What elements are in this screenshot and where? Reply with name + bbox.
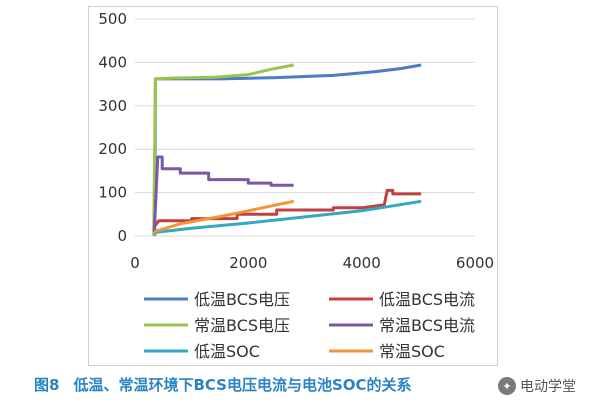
- legend-label: 常温BCS电流: [379, 316, 475, 335]
- watermark-text: 电动学堂: [520, 379, 576, 395]
- y-tick-label: 500: [98, 10, 127, 28]
- x-tick-label: 4000: [343, 254, 381, 272]
- series-line: [153, 199, 295, 234]
- y-tick-label: 400: [98, 53, 127, 71]
- x-tick-label: 6000: [456, 254, 494, 272]
- series-line: [154, 199, 422, 234]
- series-line: [152, 63, 294, 237]
- chart-frame: 0 100 200 300 400 500 0 2000 4000 6000 低温BCS电压 低温BC…: [88, 6, 498, 366]
- y-tick-label: 0: [117, 227, 127, 245]
- y-tick-label: 300: [98, 97, 127, 115]
- y-tick-label: 100: [98, 184, 127, 202]
- line-chart: 0 100 200 300 400 500 0 2000 4000 6000 低温BCS电压 低温BC…: [98, 10, 494, 361]
- figure-caption: 图8 低温、常温环境下BCS电压电流与电池SOC的关系: [34, 372, 574, 398]
- series-line: [154, 188, 422, 227]
- legend-label: 低温SOC: [194, 342, 260, 361]
- x-tick-label: 2000: [229, 254, 267, 272]
- y-tick-label: 200: [98, 140, 127, 158]
- caption-text: 低温、常温环境下BCS电压电流与电池SOC的关系: [73, 376, 412, 394]
- legend-label: 常温SOC: [379, 342, 445, 361]
- legend-label: 低温BCS电流: [379, 290, 475, 309]
- watermark: ✦ 电动学堂: [498, 374, 576, 398]
- x-tick-label: 0: [130, 254, 140, 272]
- legend-label: 低温BCS电压: [194, 290, 290, 309]
- caption-number: 图8: [34, 376, 60, 394]
- series-line: [152, 155, 294, 232]
- legend-label: 常温BCS电压: [194, 316, 290, 335]
- wechat-icon: ✦: [498, 377, 516, 395]
